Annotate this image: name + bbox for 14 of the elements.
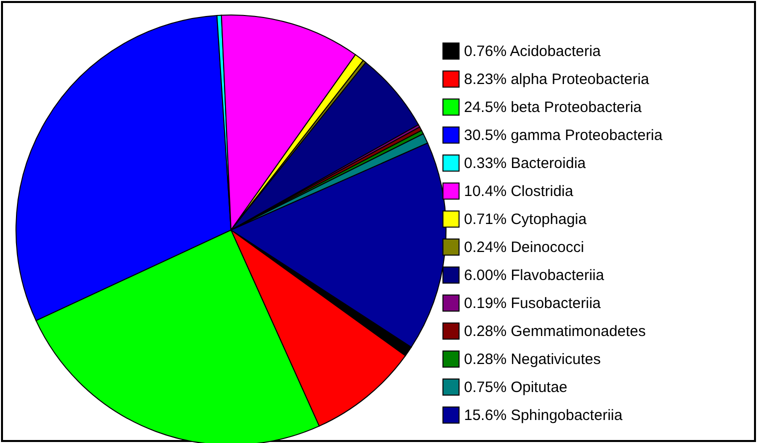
legend-label: 15.6% Sphingobacteriia	[464, 407, 624, 424]
legend-label: 0.24% Deinococci	[464, 239, 584, 256]
legend-label: 10.4% Clostridia	[464, 183, 574, 200]
legend-label: 6.00% Flavobacteriia	[464, 267, 605, 284]
legend-label: 30.5% gamma Proteobacteria	[464, 127, 664, 144]
legend-label: 0.33% Bacteroidia	[464, 155, 586, 172]
legend-label: 0.28% Gemmatimonadetes	[464, 323, 646, 340]
legend-label: 0.75% Opitutae	[464, 379, 568, 396]
legend-label: 8.23% alpha Proteobacteria	[464, 71, 650, 88]
legend-label: 0.28% Negativicutes	[464, 351, 601, 368]
legend-label: 0.71% Cytophagia	[464, 211, 588, 228]
legend-label: 0.76% Acidobacteria	[464, 43, 602, 60]
legend-label: 24.5% beta Proteobacteria	[464, 99, 642, 116]
legend-label: 0.19% Fusobacteriia	[464, 295, 602, 312]
